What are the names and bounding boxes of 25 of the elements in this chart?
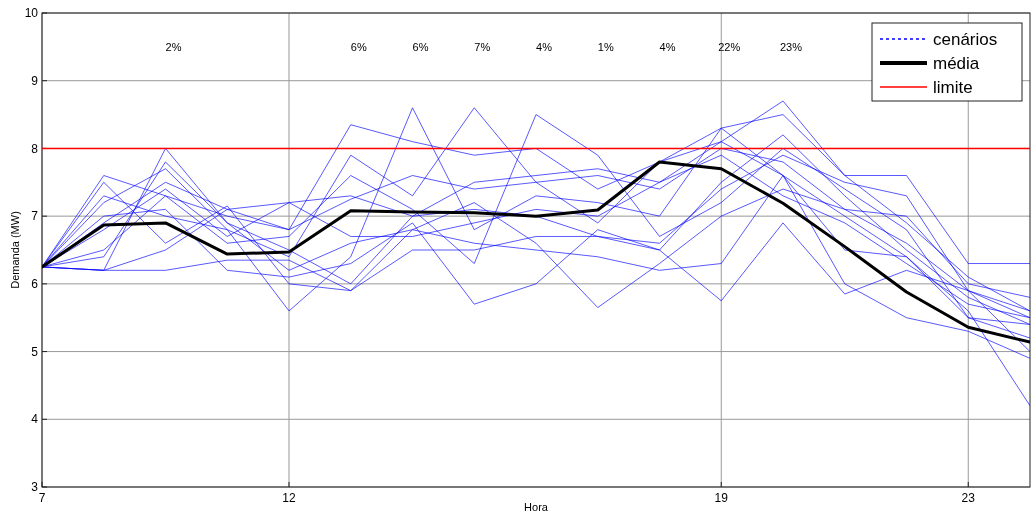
y-tick-label: 5 — [31, 344, 39, 359]
y-tick-label: 4 — [31, 412, 39, 427]
y-axis-title: Demanda (MW) — [9, 211, 21, 289]
x-tick-label: 19 — [714, 491, 729, 505]
annotation: 23% — [779, 41, 803, 53]
annotation: 6% — [412, 41, 429, 53]
x-tick-label: 23 — [961, 491, 976, 505]
annotation: 2% — [165, 41, 182, 53]
y-tick-label: 8 — [31, 141, 39, 156]
legend-label: limite — [933, 77, 973, 97]
annotation: 7% — [474, 41, 491, 53]
y-tick-label: 3 — [31, 480, 39, 495]
x-axis-title: Hora — [524, 501, 549, 513]
x-tick-label: 12 — [282, 491, 296, 505]
legend-label: média — [933, 53, 980, 73]
annotation: 22% — [718, 41, 741, 53]
y-tick-label: 7 — [31, 209, 39, 224]
annotation: 1% — [597, 41, 614, 53]
y-tick-label: 10 — [24, 6, 39, 21]
y-tick-label: 6 — [31, 277, 39, 292]
y-tick-label: 9 — [31, 73, 39, 88]
annotation: 6% — [350, 41, 367, 53]
annotation: 4% — [659, 41, 676, 53]
annotation: 4% — [536, 41, 553, 53]
legend-label: cenários — [933, 29, 998, 49]
